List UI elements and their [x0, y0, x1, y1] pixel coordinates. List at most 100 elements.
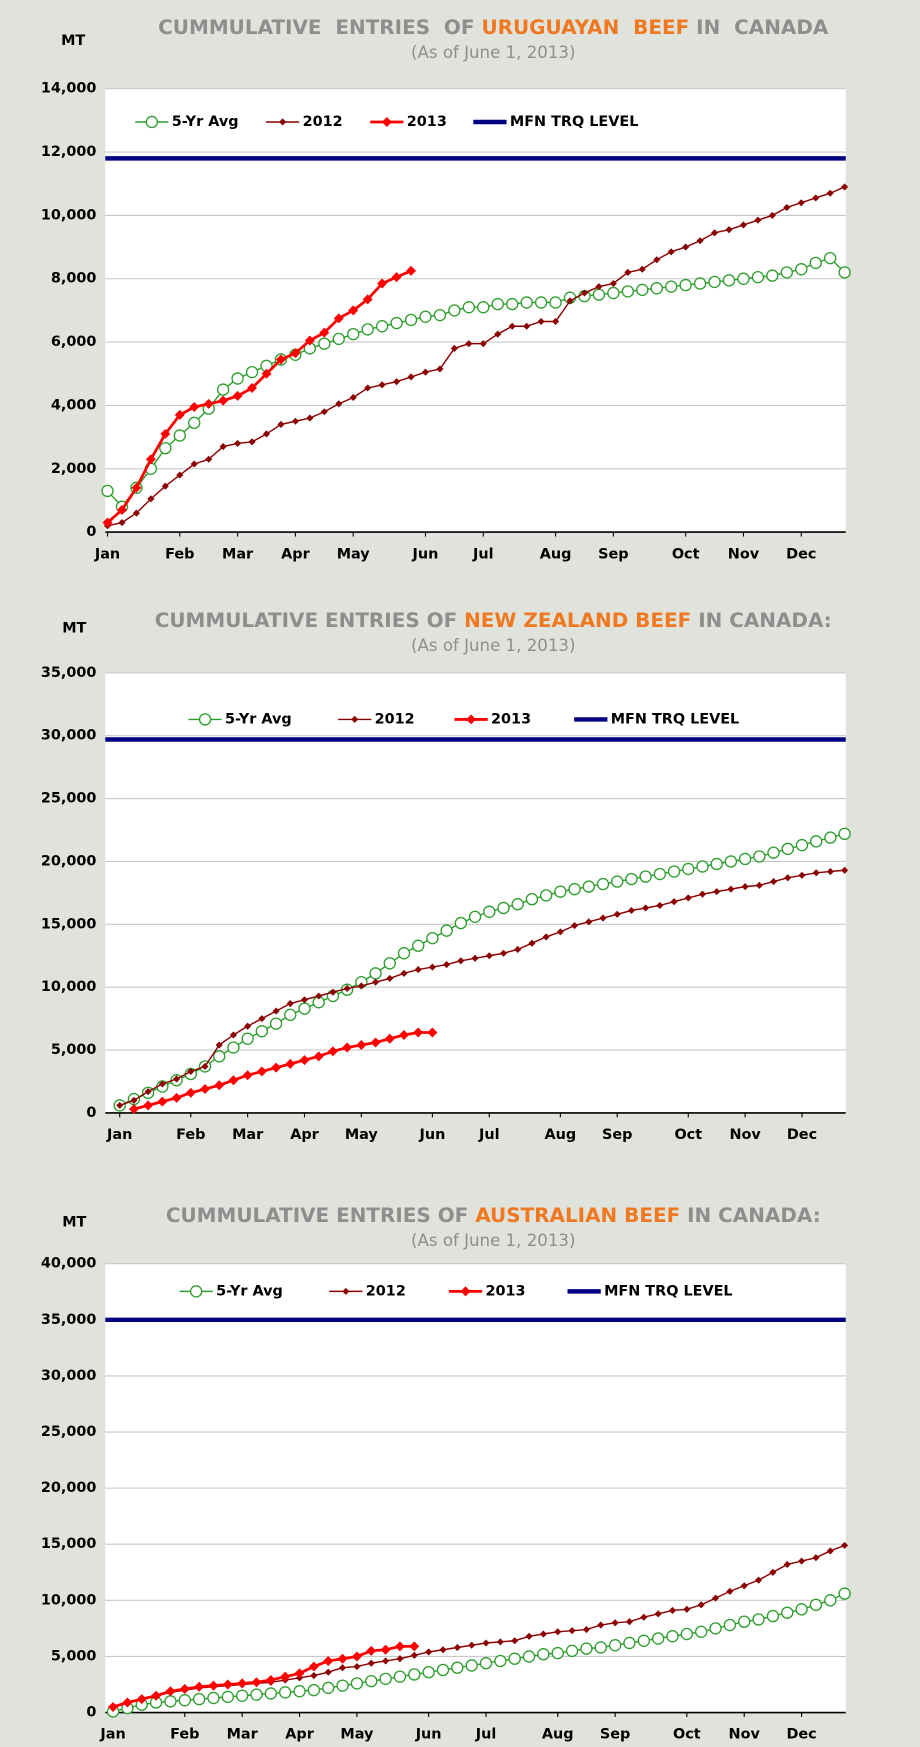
point [755, 1576, 763, 1584]
x-tick-label: Oct [674, 1127, 702, 1143]
point [795, 263, 808, 276]
point [393, 378, 401, 386]
point [324, 1668, 332, 1676]
point [255, 1024, 269, 1038]
point [766, 269, 779, 282]
point [767, 846, 780, 859]
x-tick-label: Feb [170, 1727, 199, 1743]
point [838, 827, 851, 841]
x-tick-label: Jul [475, 1727, 497, 1743]
point [213, 1050, 226, 1063]
point [740, 1582, 748, 1590]
y-tick-label: 20,000 [41, 1480, 97, 1496]
point [269, 1017, 283, 1030]
legend-marker [145, 115, 159, 129]
y-tick-label: 10,000 [41, 1592, 97, 1608]
x-tick-label: Jan [106, 1127, 132, 1143]
point [410, 1651, 418, 1659]
series-line [133, 1031, 433, 1111]
point [451, 1661, 464, 1674]
point [523, 322, 531, 330]
point [414, 966, 422, 974]
point [795, 838, 809, 852]
y-tick-label: 25,000 [41, 1424, 97, 1440]
legend-label: 5-Yr Avg [225, 711, 292, 727]
chart-title: CUMMULATIVE ENTRIES OF NEW ZEALAND BEEF … [155, 607, 832, 631]
point [491, 297, 504, 311]
point [465, 1659, 478, 1672]
point [797, 199, 805, 207]
point [809, 1598, 823, 1612]
legend-marker [198, 713, 212, 726]
point [136, 1694, 147, 1705]
point [680, 1627, 694, 1641]
point [482, 1639, 490, 1647]
x-tick-label: Apr [285, 1727, 314, 1743]
series-line [119, 869, 845, 1107]
point [514, 945, 522, 954]
chart-title: CUMMULATIVE ENTRIES OF AUSTRALIAN BEEF I… [166, 1203, 821, 1227]
series-line [112, 1644, 415, 1709]
point [391, 272, 402, 283]
point [727, 885, 735, 893]
point [413, 1027, 424, 1038]
point [188, 416, 201, 430]
legend-label: MFN TRQ LEVEL [611, 711, 739, 727]
point [624, 268, 632, 276]
point [364, 384, 372, 392]
point [231, 372, 244, 385]
point [333, 313, 344, 324]
legend-label: 2012 [366, 1283, 406, 1299]
point [394, 1641, 405, 1652]
point [534, 296, 548, 309]
y-tick-label: 6,000 [51, 334, 97, 350]
point [185, 1087, 196, 1098]
point [711, 1594, 720, 1602]
point [592, 288, 606, 301]
chart: CUMMULATIVE ENTRIES OF URUGUAYAN BEEF IN… [41, 14, 851, 562]
point [242, 1070, 253, 1081]
point [457, 957, 465, 965]
point [479, 340, 487, 348]
y-tick-label: 35,000 [41, 665, 97, 681]
point [651, 1632, 665, 1645]
point [838, 1587, 851, 1600]
point [682, 862, 695, 876]
point [824, 831, 837, 844]
point [201, 1062, 209, 1070]
point [454, 916, 468, 930]
chart-title: CUMMULATIVE ENTRIES OF URUGUAYAN BEEF IN… [158, 14, 829, 38]
point [508, 322, 516, 330]
point [667, 865, 681, 878]
point [494, 1654, 507, 1668]
point [425, 1648, 433, 1656]
point [256, 1066, 267, 1077]
point [780, 266, 794, 279]
point [607, 286, 620, 300]
point [348, 305, 359, 316]
point [505, 297, 519, 311]
x-tick-label: May [345, 1127, 379, 1143]
point [308, 1661, 319, 1672]
point [525, 892, 539, 906]
point [755, 881, 763, 889]
point [683, 1605, 691, 1613]
point [737, 272, 750, 285]
title-part: URUGUAYAN BEEF [481, 14, 689, 38]
point [580, 289, 589, 297]
point [218, 395, 229, 406]
x-tick-label: Oct [672, 546, 700, 562]
point [262, 430, 271, 438]
point [552, 317, 560, 326]
title-part: IN CANADA [689, 14, 829, 38]
plot-area [105, 672, 846, 1113]
point [664, 280, 678, 293]
point [722, 274, 736, 287]
point [826, 1547, 834, 1555]
point [554, 885, 567, 898]
point [393, 1670, 407, 1683]
point [343, 984, 351, 992]
point [613, 910, 621, 918]
point [159, 441, 172, 455]
x-tick-label: Sep [600, 1727, 630, 1743]
